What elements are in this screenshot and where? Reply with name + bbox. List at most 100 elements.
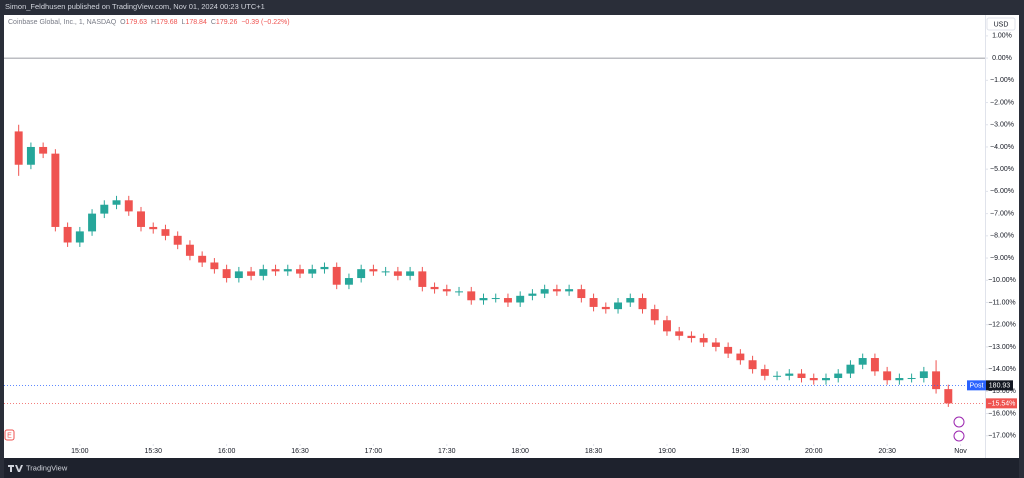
candle-body [455, 291, 464, 293]
event-icon[interactable] [953, 430, 965, 442]
earnings-marker[interactable]: E [7, 432, 12, 439]
x-tick-label: 19:30 [732, 448, 750, 455]
candle-body [14, 131, 23, 165]
x-tick-label: Nov [954, 448, 967, 455]
logo [8, 465, 23, 472]
candle-body [797, 373, 806, 379]
y-tick-label: −6.00% [990, 188, 1014, 195]
candle-body [247, 271, 256, 276]
candle-body [39, 146, 48, 154]
y-tick-label: −10.00% [988, 277, 1016, 284]
x-tick-label: 15:30 [144, 448, 162, 455]
candle-body [381, 271, 390, 273]
candle-body [259, 269, 268, 276]
candle-body [552, 289, 561, 292]
post-price: 180.93 [989, 383, 1011, 390]
y-tick-label: −12.00% [988, 322, 1016, 329]
candle-body [834, 373, 843, 379]
x-tick-label: 15:00 [71, 448, 89, 455]
y-tick-label: −1.00% [990, 77, 1014, 84]
candle-body [675, 331, 684, 336]
candle-body [601, 306, 610, 310]
candle-body [503, 298, 512, 303]
candle-body [418, 271, 427, 287]
candle-body [296, 269, 304, 274]
candle-body [540, 289, 549, 294]
candle-body [846, 364, 855, 374]
symbol: Coinbase Global, Inc., 1, NASDAQ [8, 19, 117, 26]
post-label: Post [969, 383, 983, 390]
x-tick-label: 16:30 [291, 448, 309, 455]
footer-bar [4, 458, 1019, 478]
candle-body [137, 211, 145, 227]
candle-body [736, 353, 745, 361]
candle-body [932, 371, 941, 390]
x-tick-label: 17:00 [365, 448, 383, 455]
y-tick-label: −8.00% [990, 233, 1014, 240]
candle-body [809, 378, 818, 381]
y-tick-label: 0.00% [992, 55, 1012, 62]
legend-value: 179.68 [156, 19, 178, 26]
candle-body [491, 298, 500, 300]
candle-body [724, 346, 733, 354]
candle-body [760, 369, 769, 376]
candle-body [589, 298, 598, 307]
candle-body [479, 298, 488, 301]
candle-body [626, 298, 635, 303]
candle-body [650, 309, 659, 321]
candle-body [210, 262, 219, 270]
candle-body [283, 269, 292, 272]
candle-body [858, 358, 867, 365]
candle-body [75, 231, 84, 243]
legend-change: −0.39 (−0.22%) [241, 19, 289, 26]
legend: Coinbase Global, Inc., 1, NASDAQ O179.63 H… [8, 19, 290, 26]
y-tick-label: −16.00% [988, 410, 1016, 417]
y-tick-label: −13.00% [988, 344, 1016, 351]
candle-body [785, 373, 794, 376]
candle-body [271, 269, 280, 272]
candle-body [369, 269, 378, 272]
candle-body [88, 213, 97, 232]
candle-body [63, 226, 72, 243]
legend-key: L [182, 19, 186, 26]
footer-brand: TradingView [26, 463, 68, 472]
post-label-box [967, 380, 986, 391]
earnings-badge[interactable] [4, 429, 15, 441]
y-tick-label: −17.00% [988, 433, 1016, 440]
candle-body [773, 375, 782, 377]
header: Simon_Feldhusen published on TradingView… [5, 2, 265, 11]
currency-box[interactable] [986, 17, 1016, 31]
candle-body [332, 266, 341, 285]
last-value-box [986, 398, 1017, 409]
candle-body [822, 378, 830, 381]
candle-body [344, 278, 353, 285]
x-tick-label: 17:30 [438, 448, 456, 455]
candle-body [528, 293, 537, 296]
legend-value: 179.63 [126, 19, 148, 26]
event-icon[interactable] [953, 416, 965, 428]
x-tick-label: 18:00 [511, 448, 529, 455]
candle-body [895, 378, 904, 381]
candle-body [149, 226, 158, 230]
candle-body [699, 338, 708, 343]
y-tick-label: −7.00% [990, 210, 1014, 217]
y-tick-label: −14.00% [988, 366, 1016, 373]
candle-body [26, 146, 35, 165]
last-value-label: −15.54% [988, 401, 1016, 408]
candle-body [173, 235, 182, 245]
candle-body [430, 286, 439, 290]
candle-body [100, 204, 109, 214]
candle-body [638, 298, 647, 310]
currency[interactable]: USD [994, 21, 1009, 28]
candle-body [320, 266, 329, 270]
candle-body [124, 200, 133, 212]
candle-body [185, 244, 194, 256]
candle-body [516, 295, 525, 303]
legend-value: 179.26 [216, 19, 238, 26]
candle-body [919, 371, 928, 379]
candle-body [357, 269, 366, 279]
candle-body [222, 269, 231, 279]
candle-body [112, 200, 121, 205]
y-tick-label: −3.00% [990, 122, 1014, 129]
